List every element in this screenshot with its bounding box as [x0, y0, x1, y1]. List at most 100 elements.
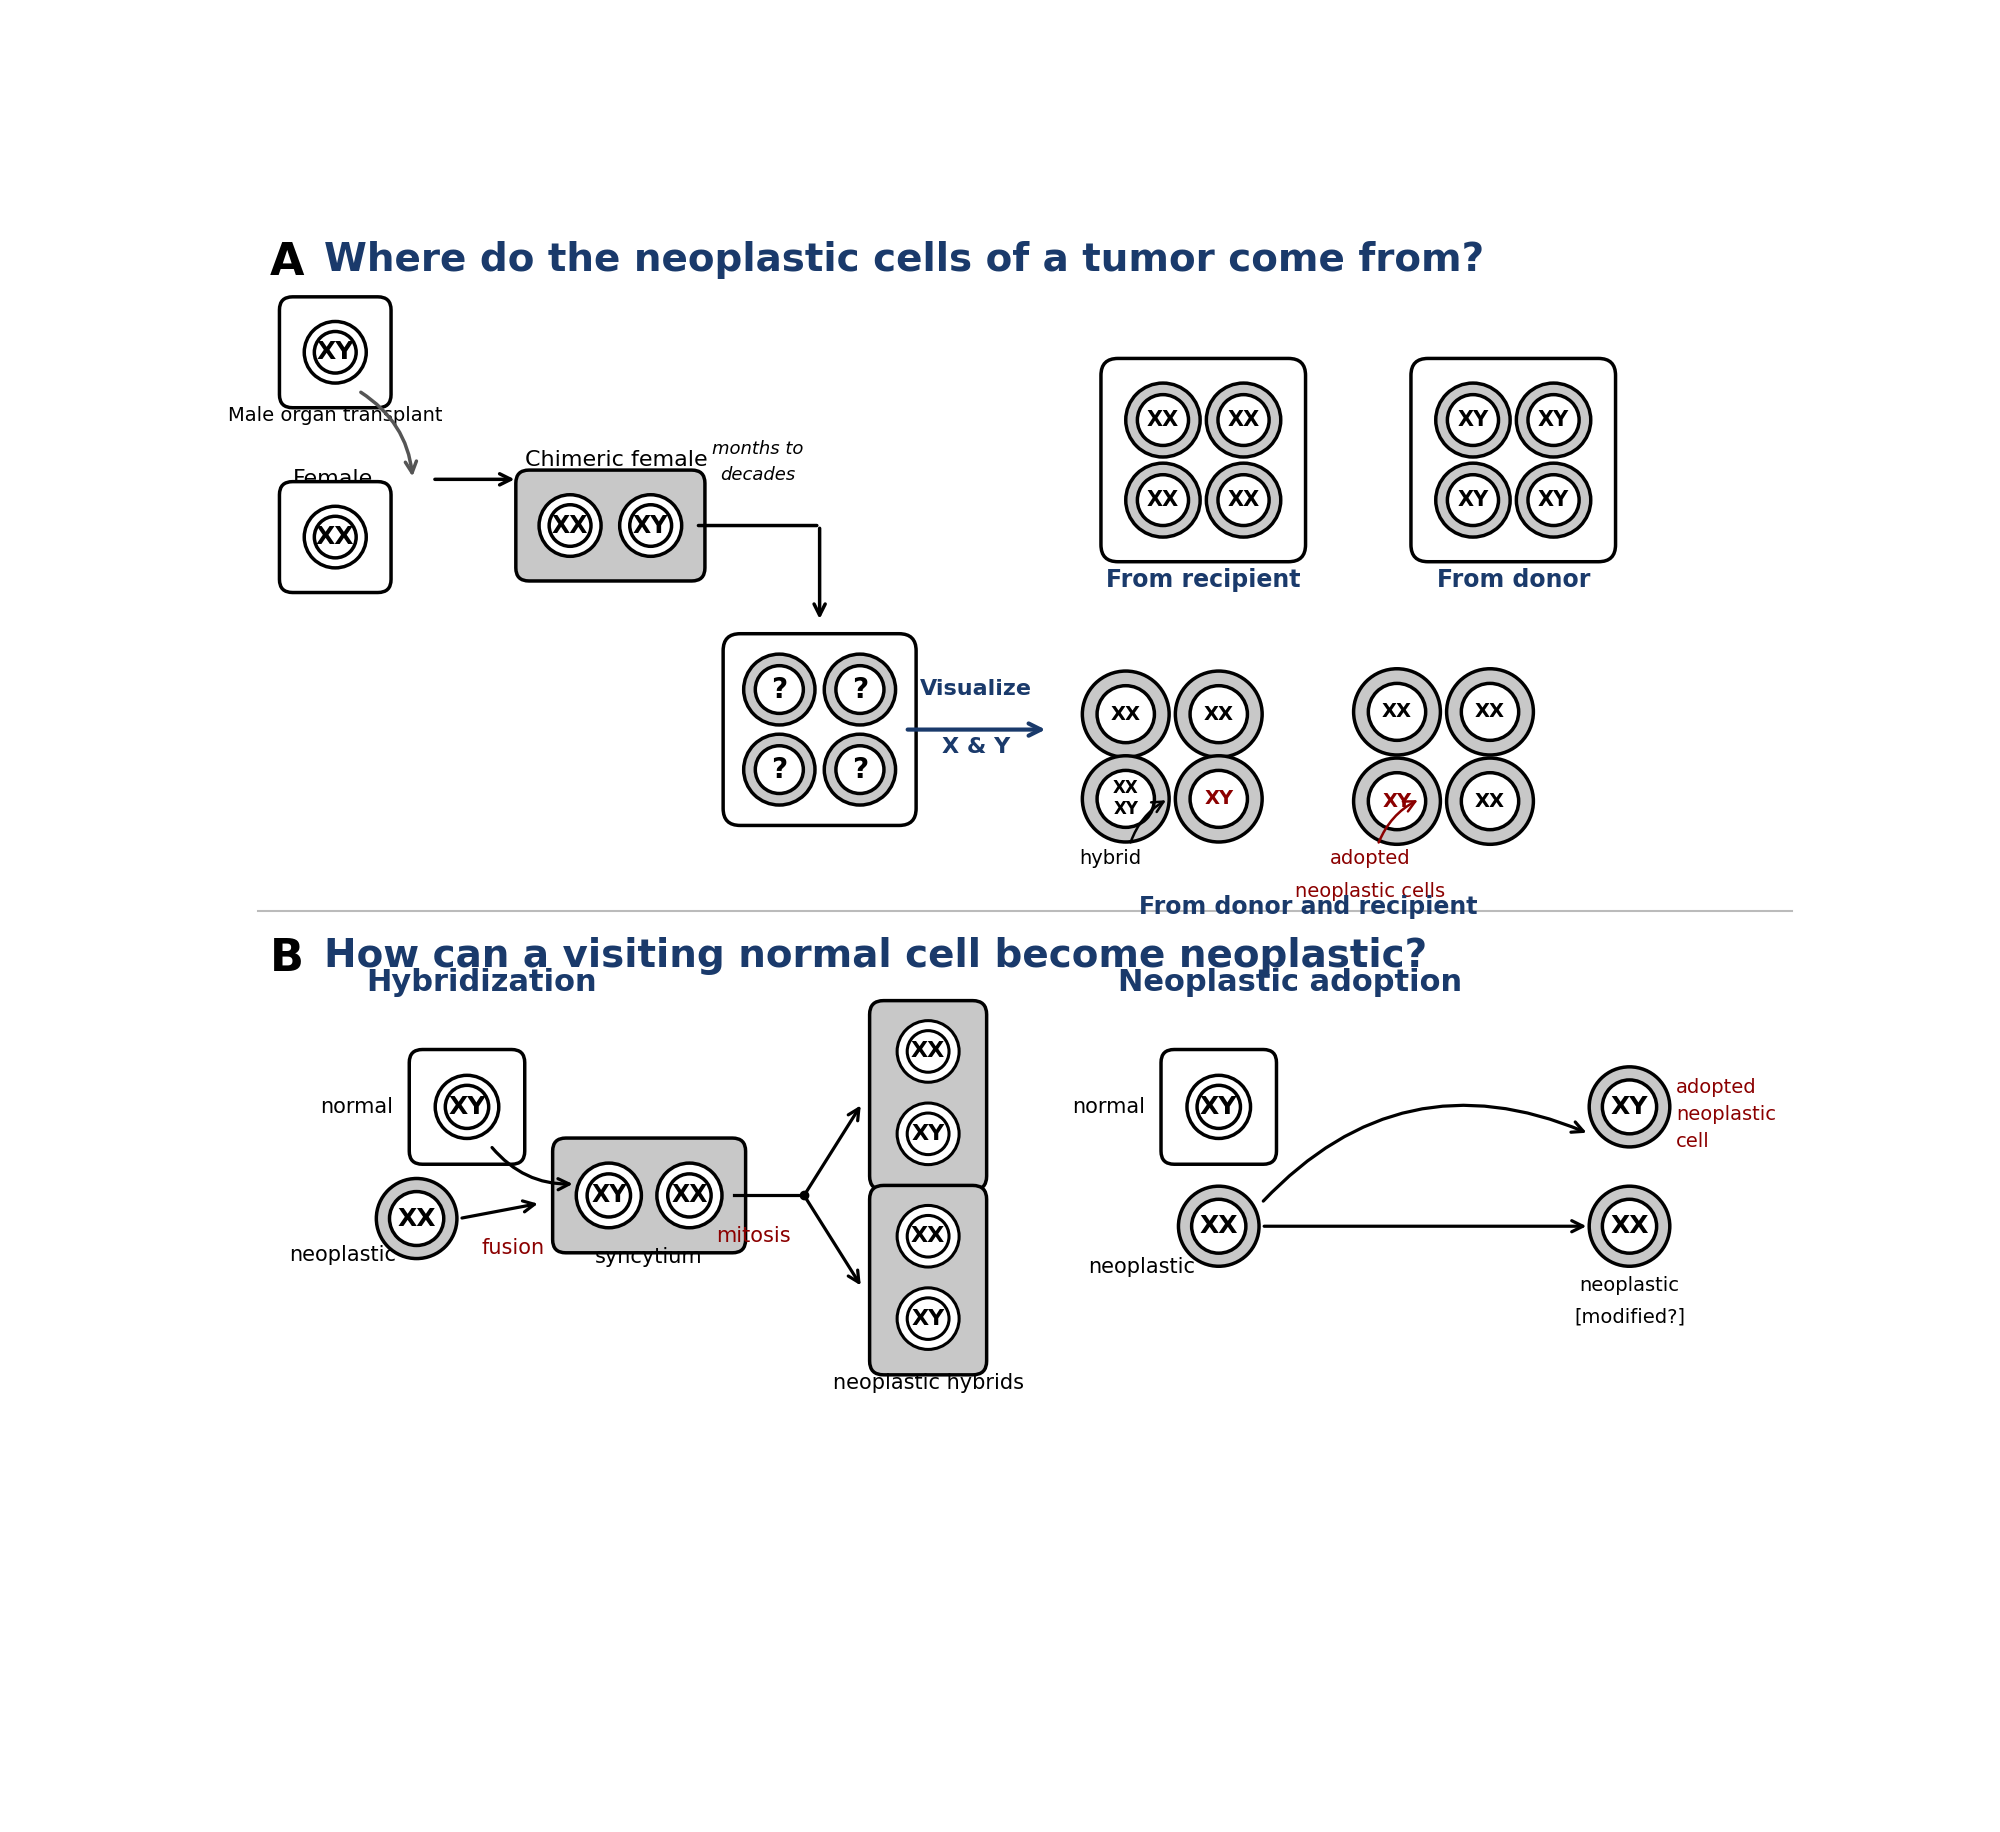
Circle shape	[836, 665, 884, 713]
Circle shape	[1098, 685, 1154, 742]
Text: XX
XY: XX XY	[1112, 779, 1138, 819]
Circle shape	[668, 1174, 712, 1216]
Circle shape	[836, 746, 884, 793]
Circle shape	[1368, 683, 1426, 740]
Text: XX: XX	[912, 1041, 946, 1061]
FancyBboxPatch shape	[870, 1185, 986, 1374]
Circle shape	[1516, 463, 1590, 537]
Circle shape	[1602, 1200, 1656, 1253]
Circle shape	[898, 1020, 960, 1083]
Circle shape	[1602, 1079, 1656, 1134]
Circle shape	[1446, 669, 1534, 755]
Circle shape	[1218, 474, 1270, 526]
Circle shape	[824, 654, 896, 725]
Circle shape	[1098, 771, 1154, 828]
FancyBboxPatch shape	[410, 1050, 524, 1165]
Circle shape	[550, 506, 592, 546]
Circle shape	[588, 1174, 630, 1216]
Text: neoplastic hybrids: neoplastic hybrids	[832, 1372, 1024, 1392]
Circle shape	[744, 654, 814, 725]
Circle shape	[436, 1075, 498, 1138]
Circle shape	[1528, 394, 1580, 445]
Circle shape	[304, 506, 366, 568]
Text: XY: XY	[316, 341, 354, 365]
Text: XX: XX	[316, 526, 354, 550]
Circle shape	[1186, 1075, 1250, 1138]
Text: ?: ?	[852, 755, 868, 784]
Text: XY: XY	[912, 1123, 944, 1143]
FancyBboxPatch shape	[1410, 359, 1616, 562]
Text: X & Y: X & Y	[942, 736, 1010, 757]
Circle shape	[1462, 683, 1518, 740]
Text: decades: decades	[720, 467, 796, 484]
Text: months to: months to	[712, 440, 804, 458]
Text: ?: ?	[772, 755, 788, 784]
Circle shape	[908, 1215, 950, 1257]
FancyBboxPatch shape	[280, 297, 392, 409]
Circle shape	[908, 1031, 950, 1072]
Text: XX: XX	[1200, 1215, 1238, 1238]
Text: XY: XY	[1458, 491, 1488, 509]
Text: syncytium: syncytium	[596, 1248, 702, 1268]
Text: ?: ?	[772, 676, 788, 703]
Text: How can a visiting normal cell become neoplastic?: How can a visiting normal cell become ne…	[324, 938, 1426, 975]
Text: neoplastic: neoplastic	[1676, 1105, 1776, 1125]
Circle shape	[1138, 394, 1188, 445]
Text: Where do the neoplastic cells of a tumor come from?: Where do the neoplastic cells of a tumor…	[324, 240, 1484, 278]
Text: A: A	[270, 240, 304, 284]
Circle shape	[1082, 671, 1170, 757]
Text: XY: XY	[1610, 1096, 1648, 1119]
Text: [modified?]: [modified?]	[1574, 1306, 1684, 1326]
Circle shape	[304, 321, 366, 383]
Circle shape	[1354, 758, 1440, 845]
Circle shape	[1206, 463, 1280, 537]
Circle shape	[1176, 757, 1262, 843]
Circle shape	[744, 735, 814, 804]
Text: XY: XY	[912, 1308, 944, 1328]
Text: Visualize: Visualize	[920, 680, 1032, 698]
Text: Male organ transplant: Male organ transplant	[228, 407, 442, 425]
Text: XX: XX	[672, 1183, 708, 1207]
Text: normal: normal	[320, 1097, 394, 1118]
Text: B: B	[270, 938, 304, 980]
Circle shape	[1436, 383, 1510, 456]
Circle shape	[756, 665, 804, 713]
FancyBboxPatch shape	[724, 634, 916, 826]
Text: XY: XY	[592, 1183, 626, 1207]
Circle shape	[1178, 1185, 1260, 1266]
FancyBboxPatch shape	[870, 1000, 986, 1191]
Circle shape	[1176, 671, 1262, 757]
FancyBboxPatch shape	[1100, 359, 1306, 562]
Circle shape	[620, 495, 682, 557]
Circle shape	[1516, 383, 1590, 456]
Text: XY: XY	[1458, 410, 1488, 431]
Circle shape	[1138, 474, 1188, 526]
Text: XY: XY	[1200, 1096, 1238, 1119]
Circle shape	[1446, 758, 1534, 845]
Text: Tumor: Tumor	[784, 634, 856, 658]
Circle shape	[1082, 757, 1170, 843]
Text: cell: cell	[1676, 1132, 1710, 1150]
Text: neoplastic cells: neoplastic cells	[1294, 881, 1444, 901]
Text: mitosis: mitosis	[716, 1226, 792, 1246]
Text: ?: ?	[852, 676, 868, 703]
Circle shape	[314, 332, 356, 374]
Circle shape	[1436, 463, 1510, 537]
Text: XX: XX	[1228, 410, 1260, 431]
Circle shape	[1448, 394, 1498, 445]
Circle shape	[1448, 474, 1498, 526]
Text: XX: XX	[1204, 705, 1234, 724]
FancyBboxPatch shape	[552, 1138, 746, 1253]
Text: XY: XY	[1204, 790, 1234, 808]
Circle shape	[630, 506, 672, 546]
Text: XX: XX	[912, 1226, 946, 1246]
Text: Neoplastic adoption: Neoplastic adoption	[1118, 969, 1462, 997]
Circle shape	[390, 1191, 444, 1246]
Text: hybrid: hybrid	[1080, 848, 1142, 868]
Text: XY: XY	[1538, 410, 1570, 431]
Text: XY: XY	[632, 513, 668, 537]
Circle shape	[576, 1163, 642, 1227]
Text: XX: XX	[1146, 491, 1180, 509]
Text: From donor and recipient: From donor and recipient	[1138, 896, 1478, 920]
Text: XX: XX	[398, 1207, 436, 1231]
